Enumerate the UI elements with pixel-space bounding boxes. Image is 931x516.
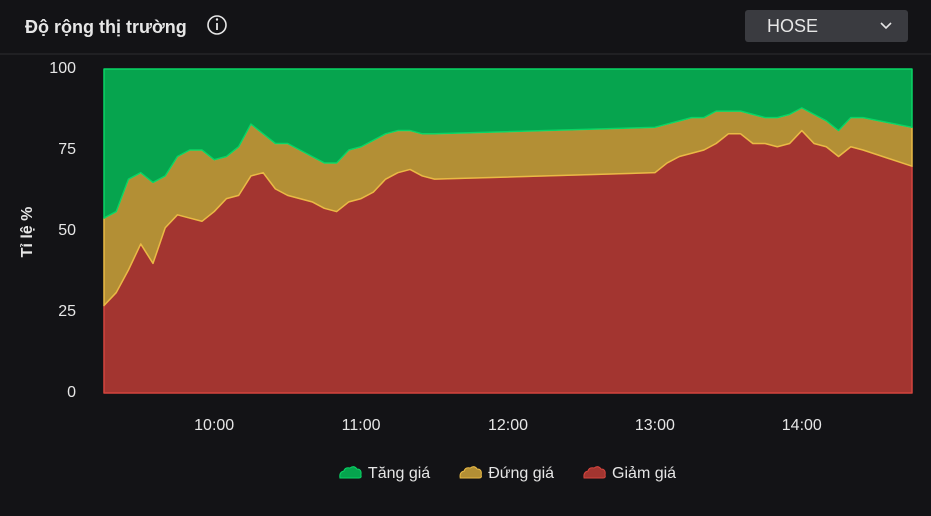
legend-label: Giảm giá [612,465,676,482]
y-tick-label: 25 [58,303,76,320]
exchange-dropdown[interactable]: HOSE [745,10,908,42]
dropdown-chevron [880,22,892,30]
y-tick-label: 75 [58,141,76,158]
y-tick-label: 50 [58,222,76,239]
info-dot [215,18,219,21]
legend-swatch [583,466,606,479]
legend-item[interactable]: Tăng giá [339,465,431,482]
y-axis-label: Tỉ lệ % [19,207,36,258]
legend-swatch [339,466,362,479]
x-tick-label: 10:00 [194,417,234,434]
dropdown-box [745,10,908,42]
area [103,68,913,219]
legend: Tăng giá Đứng giá Giảm giá [339,465,676,482]
x-tick-label: 14:00 [782,417,822,434]
legend-item[interactable]: Đứng giá [459,465,554,482]
x-tick-label: 13:00 [635,417,675,434]
chart-title: Độ rộng thị trường [25,17,187,37]
dropdown-label: HOSE [767,16,818,36]
info-icon[interactable] [207,15,227,35]
y-tick-label: 100 [49,60,76,77]
x-tick-label: 12:00 [488,417,528,434]
info-circle [207,15,227,35]
x-tick-label: 11:00 [342,417,381,434]
y-tick-label: 0 [67,384,76,401]
legend-item[interactable]: Giảm giá [583,465,676,482]
legend-swatch [459,466,482,479]
legend-label: Đứng giá [488,465,554,482]
legend-label: Tăng giá [368,465,430,482]
